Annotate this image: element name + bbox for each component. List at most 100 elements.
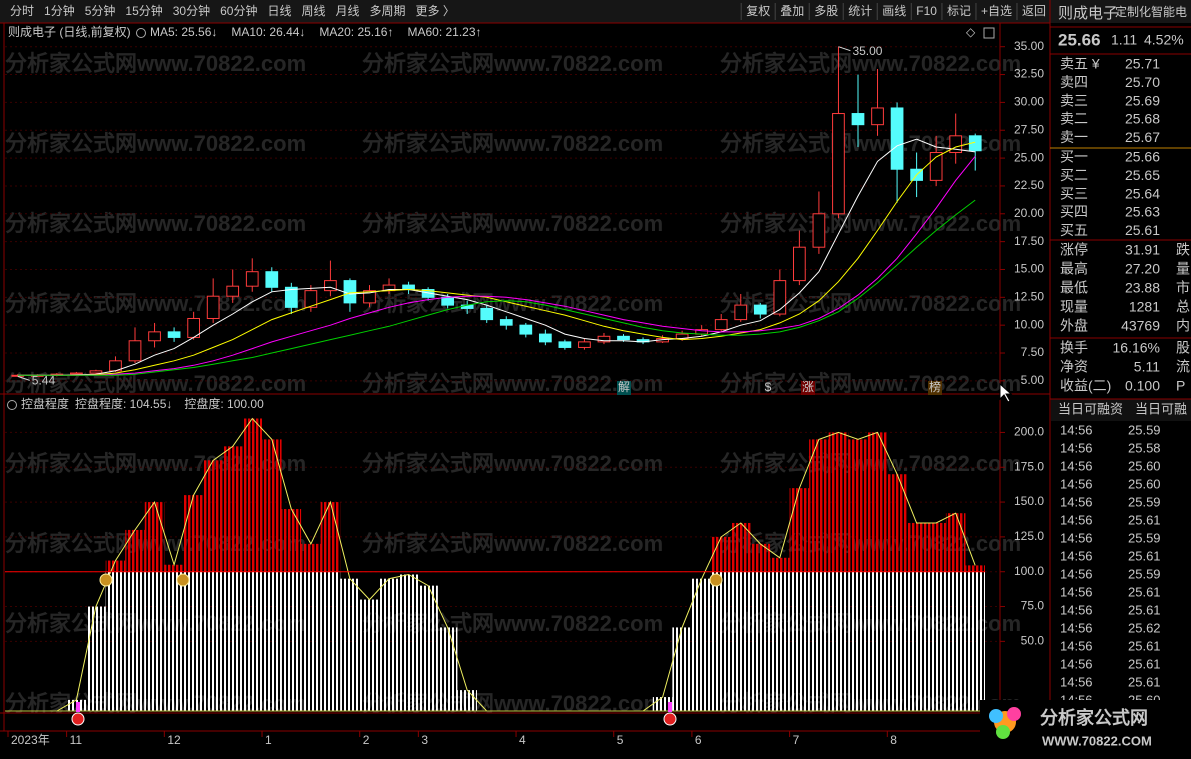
x-tick-label: 2: [363, 733, 370, 747]
row-value: 16.16%: [1113, 340, 1160, 356]
candle-body: [363, 290, 376, 304]
bar: [183, 571, 204, 711]
period-tab[interactable]: 分时: [10, 4, 34, 18]
row-label: 卖四: [1060, 74, 1088, 90]
tick-time: 14:56: [1060, 512, 1093, 527]
logo: 分析家公式网 WWW.70822.COM: [980, 700, 1191, 759]
candle-body: [167, 331, 181, 338]
y-tick-label: 5.00: [1021, 373, 1045, 387]
period-tab[interactable]: 多周期: [370, 4, 406, 18]
event-badge[interactable]: [801, 381, 815, 395]
x-tick-label: 6: [695, 733, 702, 747]
period-tab[interactable]: 15分钟: [125, 3, 162, 18]
tick-price: 25.62: [1128, 620, 1161, 635]
icon[interactable]: [983, 27, 995, 39]
tick-time: 14:56: [1060, 566, 1093, 581]
settings-icon[interactable]: [7, 400, 17, 410]
period-tab[interactable]: 月线: [336, 4, 360, 18]
candle-body: [304, 290, 318, 308]
period-tab[interactable]: 1分钟: [44, 3, 75, 18]
event-label[interactable]: 解: [618, 380, 630, 394]
x-tick-label: 5: [617, 733, 624, 747]
tool-button[interactable]: 画线: [882, 4, 906, 18]
icon[interactable]: ◇: [966, 25, 976, 39]
bar: [164, 571, 184, 711]
signal-icons: [71, 573, 723, 726]
period-tab[interactable]: 60分钟: [220, 3, 257, 18]
y-tick-label: 50.0: [1021, 634, 1045, 648]
legend: MA5: 25.56 ↓ MA10: 26.44 ↓ MA20: 25.16 ↑ MA60:…: [150, 25, 482, 39]
period-tab[interactable]: 30分钟: [173, 3, 210, 18]
tick-time: 14:56: [1060, 476, 1093, 491]
bar: [320, 571, 341, 711]
tick-price: 25.60: [1128, 458, 1161, 473]
x-tick-label: 8: [890, 733, 897, 747]
candle-body: [402, 284, 415, 291]
bar: [457, 690, 477, 711]
watermark: 分析家公式网www.70822.com: [5, 131, 306, 156]
period-tab[interactable]: 周线: [301, 4, 325, 18]
event-label[interactable]: 涨: [802, 379, 814, 394]
y-tick-label: 22.50: [1014, 178, 1044, 192]
tool-button[interactable]: 叠加: [780, 4, 804, 18]
candle-body: [343, 280, 357, 304]
candle-body: [597, 335, 611, 343]
row-value: 27.20: [1125, 261, 1160, 277]
indicator-chart: [5, 417, 1000, 712]
toolbar-items: 分时 1分钟 5分钟 15分钟 30分钟 60分钟 日线 周线 月线 多周期 更多 〉 返回 +自选标记…: [10, 3, 1046, 20]
row-value: 1281: [1129, 299, 1160, 315]
bar-above: [105, 560, 126, 572]
logo-name: 分析家公式网: [1040, 707, 1148, 728]
stock-tag: 定制化智能电: [1115, 4, 1187, 19]
candle-body: [832, 113, 845, 215]
tick-time: 14:56: [1060, 674, 1093, 689]
toolbar: [0, 0, 1191, 23]
bar-above: [730, 522, 751, 572]
ma-line: [17, 141, 976, 376]
event-label[interactable]: $: [765, 380, 772, 394]
event-label[interactable]: 榜: [929, 379, 941, 394]
cursor: [999, 382, 1013, 403]
settings-icon[interactable]: [136, 28, 146, 38]
tick-time: 14:56: [1060, 440, 1093, 455]
tick-price: 25.61: [1128, 548, 1161, 563]
bar-above: [320, 502, 341, 572]
tool-button[interactable]: +自选: [981, 4, 1012, 18]
bar-above: [281, 509, 302, 572]
x-tick-label: 4: [519, 733, 526, 747]
legend: 控盘程度: 104.55 ↓ 控盘度: 100.00: [75, 396, 264, 411]
ma-line: [17, 199, 976, 376]
row-label: 买四: [1060, 204, 1088, 220]
row-extra: 跌: [1176, 242, 1190, 258]
x-tick-label: 2023年: [11, 733, 50, 747]
period-tab[interactable]: 更多 〉: [416, 4, 455, 18]
candle-body: [851, 113, 865, 126]
tool-button[interactable]: 标记: [947, 4, 971, 18]
tick-time: 14:56: [1060, 494, 1093, 509]
tool-button[interactable]: 复权: [746, 4, 770, 18]
y-tick-label: 175.0: [1014, 459, 1044, 473]
bar: [301, 571, 321, 711]
bar: [691, 578, 712, 711]
tick-price: 25.60: [1128, 476, 1161, 491]
tool-button[interactable]: F10: [916, 4, 937, 18]
bar-above: [809, 439, 829, 572]
tool-button[interactable]: 统计: [848, 4, 872, 18]
watermark: 分析家公式网www.70822.com: [720, 371, 1021, 396]
watermark: 分析家公式网www.70822.com: [720, 51, 1021, 76]
bar-above: [262, 439, 282, 572]
candle-body: [812, 213, 826, 248]
event-badge[interactable]: [617, 381, 631, 395]
y-tick-label: 7.50: [1021, 345, 1045, 359]
period-tab[interactable]: 日线: [267, 4, 291, 18]
event-badge[interactable]: [928, 381, 942, 395]
period-tab[interactable]: 5分钟: [85, 3, 116, 18]
legend-arrow: ↓: [299, 25, 305, 39]
row-value: 43769: [1121, 318, 1160, 334]
row-extra: 流: [1176, 359, 1190, 375]
bar-above: [770, 557, 790, 572]
candle-body: [89, 370, 103, 374]
tool-button[interactable]: 多股: [814, 4, 838, 18]
ticks-header: 当日可融资: [1058, 401, 1123, 416]
tool-button[interactable]: 返回: [1022, 4, 1046, 18]
